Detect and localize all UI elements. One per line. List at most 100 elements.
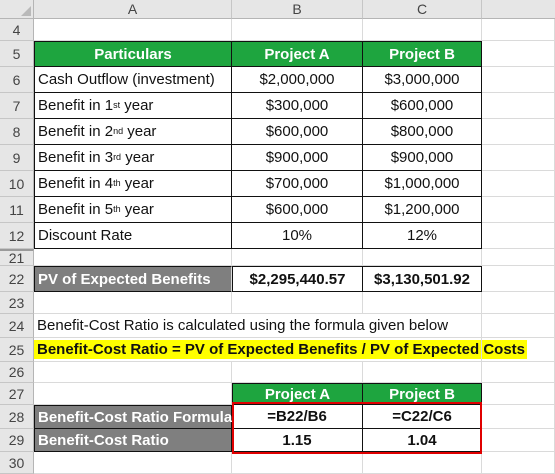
cell[interactable] bbox=[482, 429, 555, 452]
cell[interactable] bbox=[482, 362, 555, 383]
cell-label[interactable]: Cash Outflow (investment) bbox=[34, 67, 232, 93]
cell[interactable] bbox=[363, 452, 482, 474]
cell[interactable] bbox=[482, 266, 555, 292]
cell-ratio-project-b[interactable]: 1.04 bbox=[363, 429, 482, 452]
cell-value[interactable]: $900,000 bbox=[232, 145, 363, 171]
select-all-corner[interactable] bbox=[0, 0, 34, 19]
cell[interactable] bbox=[482, 223, 555, 249]
row-header[interactable]: 11 bbox=[0, 197, 34, 223]
column-header-c[interactable]: C bbox=[363, 0, 482, 19]
row-header[interactable]: 22 bbox=[0, 266, 34, 292]
cell[interactable] bbox=[482, 93, 555, 119]
cell-formula-project-b[interactable]: =C22/C6 bbox=[363, 405, 482, 429]
cell[interactable] bbox=[34, 383, 232, 405]
cell[interactable] bbox=[482, 119, 555, 145]
row-header[interactable]: 29 bbox=[0, 429, 34, 452]
cell-value[interactable]: $700,000 bbox=[232, 171, 363, 197]
table-header-project-b[interactable]: Project B bbox=[363, 41, 482, 67]
cell[interactable] bbox=[482, 171, 555, 197]
cell[interactable] bbox=[34, 362, 232, 383]
cell[interactable] bbox=[232, 362, 363, 383]
cell[interactable] bbox=[482, 383, 555, 405]
table-header-particulars[interactable]: Particulars bbox=[34, 41, 232, 67]
cell-value[interactable]: $900,000 bbox=[363, 145, 482, 171]
row-header[interactable]: 30 bbox=[0, 452, 34, 474]
cell[interactable] bbox=[34, 292, 232, 314]
row-header[interactable]: 8 bbox=[0, 119, 34, 145]
cell-value[interactable]: $600,000 bbox=[232, 119, 363, 145]
row-header[interactable]: 27 bbox=[0, 383, 34, 405]
cell[interactable] bbox=[363, 314, 482, 338]
cell-formula-project-a[interactable]: =B22/B6 bbox=[232, 405, 363, 429]
row-header[interactable]: 10 bbox=[0, 171, 34, 197]
cell-value[interactable]: $800,000 bbox=[363, 119, 482, 145]
row-header[interactable]: 23 bbox=[0, 292, 34, 314]
cell[interactable] bbox=[363, 338, 482, 362]
cell-formula-note[interactable]: Benefit-Cost Ratio = PV of Expected Bene… bbox=[34, 338, 528, 362]
cell[interactable] bbox=[482, 67, 555, 93]
row-header[interactable]: 6 bbox=[0, 67, 34, 93]
table-header-project-a[interactable]: Project A bbox=[232, 41, 363, 67]
cell[interactable] bbox=[34, 452, 232, 474]
cell[interactable] bbox=[232, 314, 363, 338]
cell[interactable] bbox=[34, 249, 232, 266]
cell[interactable] bbox=[482, 197, 555, 223]
row-header[interactable]: 4 bbox=[0, 19, 34, 41]
cell-value[interactable]: $3,000,000 bbox=[363, 67, 482, 93]
cell[interactable] bbox=[232, 249, 363, 266]
cell-value[interactable]: $1,200,000 bbox=[363, 197, 482, 223]
cell[interactable] bbox=[232, 19, 363, 41]
cell-note[interactable]: Benefit-Cost Ratio is calculated using t… bbox=[34, 314, 448, 338]
cell[interactable] bbox=[363, 362, 482, 383]
cell-value[interactable]: 12% bbox=[363, 223, 482, 249]
column-header-a[interactable]: A bbox=[34, 0, 232, 19]
cell-value[interactable]: $600,000 bbox=[363, 93, 482, 119]
cell-label[interactable]: Discount Rate bbox=[34, 223, 232, 249]
cell-value[interactable]: $1,000,000 bbox=[363, 171, 482, 197]
cell[interactable] bbox=[482, 292, 555, 314]
row-header[interactable]: 9 bbox=[0, 145, 34, 171]
row-header[interactable]: 28 bbox=[0, 405, 34, 429]
cell[interactable] bbox=[482, 338, 555, 362]
row-header[interactable]: 24 bbox=[0, 314, 34, 338]
cell[interactable] bbox=[363, 19, 482, 41]
cell[interactable] bbox=[363, 292, 482, 314]
column-header-d[interactable] bbox=[482, 0, 555, 19]
cell-ratio-project-a[interactable]: 1.15 bbox=[232, 429, 363, 452]
cell-value[interactable]: $2,000,000 bbox=[232, 67, 363, 93]
cell-label-ratio-formula[interactable]: Benefit-Cost Ratio Formula bbox=[34, 405, 232, 429]
cell-value[interactable]: $600,000 bbox=[232, 197, 363, 223]
column-header-b[interactable]: B bbox=[232, 0, 363, 19]
row-header[interactable]: 26 bbox=[0, 362, 34, 383]
result-header-project-b[interactable]: Project B bbox=[363, 383, 482, 405]
cell[interactable] bbox=[232, 292, 363, 314]
row-header[interactable]: 5 bbox=[0, 41, 34, 67]
result-header-project-a[interactable]: Project A bbox=[232, 383, 363, 405]
cell[interactable] bbox=[482, 41, 555, 67]
row-header[interactable]: 25 bbox=[0, 338, 34, 362]
cell[interactable] bbox=[482, 314, 555, 338]
cell[interactable] bbox=[482, 19, 555, 41]
cell[interactable] bbox=[482, 452, 555, 474]
cell-label-ratio[interactable]: Benefit-Cost Ratio bbox=[34, 429, 232, 452]
cell[interactable] bbox=[363, 249, 482, 266]
cell[interactable] bbox=[482, 405, 555, 429]
cell-pv-project-b[interactable]: $3,130,501.92 bbox=[363, 266, 482, 292]
cell[interactable] bbox=[34, 19, 232, 41]
cell-pv-project-a[interactable]: $2,295,440.57 bbox=[232, 266, 363, 292]
cell-label-pv-benefits[interactable]: PV of Expected Benefits bbox=[34, 266, 232, 292]
row-header[interactable]: 21 bbox=[0, 249, 34, 266]
cell[interactable] bbox=[232, 452, 363, 474]
row-header[interactable]: 7 bbox=[0, 93, 34, 119]
cell-value[interactable]: $300,000 bbox=[232, 93, 363, 119]
cell[interactable] bbox=[482, 249, 555, 266]
cell-value[interactable]: 10% bbox=[232, 223, 363, 249]
row-header[interactable]: 12 bbox=[0, 223, 34, 249]
cell[interactable] bbox=[482, 145, 555, 171]
cell[interactable] bbox=[232, 338, 363, 362]
